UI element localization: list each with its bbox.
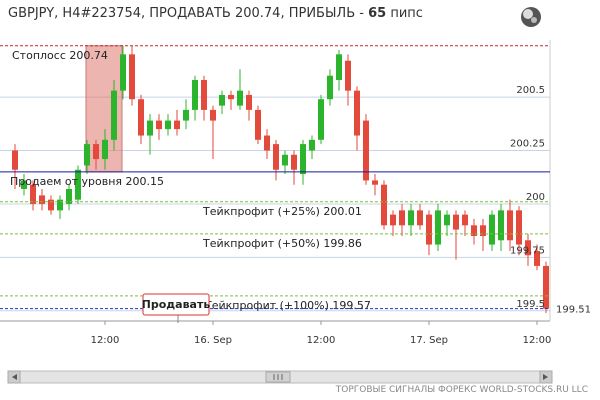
candle-body bbox=[291, 154, 297, 170]
candle-body bbox=[246, 94, 252, 110]
x-tick-label: 16. Sep bbox=[194, 335, 232, 346]
candle-body bbox=[318, 99, 324, 140]
candle-body bbox=[498, 210, 504, 241]
candle-body bbox=[39, 195, 45, 204]
y-tick-label: 200 bbox=[526, 192, 545, 203]
candle-body bbox=[66, 188, 72, 204]
level-label: Стоплосс 200.74 bbox=[12, 49, 108, 62]
candle-body bbox=[138, 99, 144, 136]
candle-body bbox=[255, 109, 261, 140]
candle-body bbox=[210, 109, 216, 121]
current-price-label: 199.51 bbox=[556, 305, 591, 316]
y-tick-label: 200.5 bbox=[516, 85, 545, 96]
candle-body bbox=[264, 135, 270, 151]
candle-body bbox=[183, 109, 189, 121]
current-price-box bbox=[551, 301, 599, 316]
x-tick-label: 17. Sep bbox=[410, 335, 448, 346]
candle-body bbox=[489, 214, 495, 245]
candle-body bbox=[201, 79, 207, 110]
candle-body bbox=[192, 79, 198, 110]
candle-body bbox=[30, 184, 36, 204]
candle-body bbox=[525, 240, 531, 256]
candle-body bbox=[21, 180, 27, 189]
candle-body bbox=[534, 250, 540, 266]
candle-body bbox=[516, 210, 522, 245]
candle-body bbox=[399, 210, 405, 226]
level-label: Тейкпрофит (+25%) 200.01 bbox=[202, 205, 362, 218]
candle-body bbox=[48, 199, 54, 211]
title-part: 65 bbox=[368, 6, 386, 21]
candle-body bbox=[309, 139, 315, 151]
y-tick-label: 199.5 bbox=[516, 299, 545, 310]
level-label: Тейкпрофит (+50%) 199.86 bbox=[202, 237, 362, 250]
candle-body bbox=[354, 90, 360, 136]
candle-body bbox=[381, 184, 387, 226]
candle-body bbox=[372, 180, 378, 185]
candle-body bbox=[102, 139, 108, 160]
candle-body bbox=[336, 54, 342, 80]
candle-body bbox=[228, 94, 234, 100]
candle-body bbox=[543, 265, 549, 309]
title-part: GBPJPY, H4#223754, ПРОДАВАТЬ 200.74, ПРИ… bbox=[8, 6, 368, 21]
candle-body bbox=[300, 144, 306, 175]
candle-body bbox=[426, 214, 432, 245]
sell-button[interactable] bbox=[142, 293, 210, 316]
candle-body bbox=[453, 214, 459, 230]
candle-body bbox=[219, 94, 225, 106]
candle-body bbox=[120, 54, 126, 91]
candle-body bbox=[129, 54, 135, 100]
candle-body bbox=[75, 169, 81, 200]
sell-button-label[interactable]: Продавать bbox=[142, 298, 211, 311]
candle-body bbox=[417, 210, 423, 226]
candle-body bbox=[165, 120, 171, 130]
footer: ТОРГОВЫЕ СИГНАЛЫ ФОРЕКС WORLD-STOCKS.RU … bbox=[335, 385, 588, 395]
x-tick-label: 12:00 bbox=[523, 335, 552, 346]
level-label: Тейкпрофит (+100%) 199.57 bbox=[204, 299, 371, 312]
candle-body bbox=[273, 144, 279, 170]
candle-body bbox=[327, 75, 333, 100]
candle-body bbox=[444, 214, 450, 226]
candle-body bbox=[174, 120, 180, 130]
y-tick-label: 199.75 bbox=[510, 245, 545, 256]
chart-title: GBPJPY, H4#223754, ПРОДАВАТЬ 200.74, ПРИ… bbox=[8, 6, 423, 21]
candle-body bbox=[435, 210, 441, 245]
candle-body bbox=[111, 90, 117, 140]
candle-body bbox=[57, 199, 63, 211]
candle-body bbox=[480, 225, 486, 236]
candle-body bbox=[237, 90, 243, 106]
candle-body bbox=[345, 60, 351, 91]
x-tick-label: 12:00 bbox=[307, 335, 336, 346]
candle-body bbox=[462, 214, 468, 226]
candle-body bbox=[390, 214, 396, 226]
candle-body bbox=[471, 225, 477, 236]
candle-body bbox=[282, 154, 288, 166]
candle-body bbox=[84, 144, 90, 166]
candle-body bbox=[408, 210, 414, 226]
candle-body bbox=[93, 144, 99, 160]
level-label: Продаем от уровня 200.15 bbox=[10, 175, 164, 188]
candle-body bbox=[147, 120, 153, 136]
scrollbar[interactable] bbox=[7, 370, 553, 384]
candle-body bbox=[507, 210, 513, 241]
candle-body bbox=[363, 120, 369, 181]
x-tick-label: 12:00 bbox=[91, 335, 120, 346]
y-tick-label: 200.25 bbox=[510, 139, 545, 150]
candle-body bbox=[156, 120, 162, 130]
globe-icon bbox=[521, 7, 541, 27]
title-part: пипс bbox=[386, 6, 423, 21]
candle-body bbox=[12, 150, 18, 170]
